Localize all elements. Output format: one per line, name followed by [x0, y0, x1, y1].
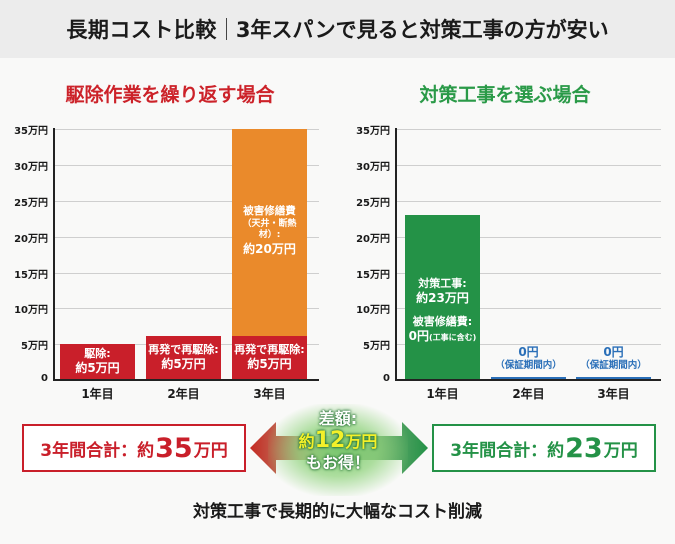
bar-year1-countermeasure: 対策工事: 約23万円 被害修繕費: 0円(工事に含む): [405, 215, 480, 380]
right-panel-title: 対策工事を選ぶ場合: [419, 84, 591, 106]
y-axis: [395, 128, 397, 381]
difference-unit: 万円: [345, 432, 378, 452]
bar-value: 約23万円: [416, 291, 469, 306]
y-tick: 10万円: [356, 305, 390, 316]
y-tick: 15万円: [14, 270, 48, 281]
bar-label: 再発で再駆除:: [234, 343, 305, 357]
bar-year3-repair: 被害修繕費 （天井・断熱材）: 約20万円: [232, 129, 307, 336]
difference-prefix: 約: [298, 432, 315, 452]
total-label: 3年間合計：約: [40, 440, 155, 461]
y-tick: 25万円: [356, 198, 390, 209]
total-label: 3年間合計：約: [450, 440, 565, 461]
bar-value: 0円(工事に含む): [409, 329, 477, 345]
total-unit: 万円: [193, 440, 228, 461]
left-panel-title: 駆除作業を繰り返す場合: [65, 84, 275, 106]
bar-note: (工事に含む): [429, 333, 477, 343]
bar-label: 被害修繕費:: [412, 314, 473, 328]
right-total-box: 3年間合計：約 23 万円: [432, 424, 656, 472]
y-tick: 35万円: [14, 126, 48, 137]
y-tick: 20万円: [14, 234, 48, 245]
y-tick: 15万円: [356, 270, 390, 281]
bar-year1: 駆除: 約5万円: [60, 344, 135, 380]
bar-note: （保証期間内）: [580, 360, 647, 371]
y-tick: 25万円: [14, 198, 48, 209]
total-number: 23: [565, 432, 603, 464]
total-number: 35: [155, 432, 193, 464]
gridline: [53, 165, 319, 166]
gridline: [395, 201, 661, 202]
page-subtitle: 3年スパンで見ると対策工事の方が安い: [235, 18, 609, 42]
bar-note: （保証期間内）: [495, 360, 562, 371]
y-tick: 0: [383, 373, 390, 384]
left-total-box: 3年間合計：約 35 万円: [22, 424, 246, 472]
bar-label: 再発で再駆除:: [148, 343, 219, 357]
x-label: 2年目: [512, 387, 545, 401]
y-tick: 0: [41, 373, 48, 384]
x-axis: [395, 379, 661, 381]
bar-year3: [576, 377, 651, 380]
bar-label: （天井・断熱材）:: [242, 218, 297, 241]
y-tick: 10万円: [14, 305, 48, 316]
total-unit: 万円: [603, 440, 638, 461]
x-label: 2年目: [167, 387, 200, 401]
gridline: [53, 273, 319, 274]
gridline: [53, 308, 319, 309]
bar-value: 約5万円: [247, 357, 292, 372]
left-chart: 35万円 30万円 25万円 20万円 15万円 10万円 5万円 0 駆除: …: [0, 0, 340, 410]
gridline: [395, 237, 661, 238]
gridline: [53, 201, 319, 202]
difference-suffix: もお得！: [305, 452, 370, 472]
gridline: [53, 237, 319, 238]
x-axis: [53, 379, 319, 381]
gridline: [395, 273, 661, 274]
bar-value: 0円: [518, 345, 539, 359]
x-label: 3年目: [253, 387, 286, 401]
y-tick: 20万円: [356, 234, 390, 245]
bar-value: 0円: [603, 345, 624, 359]
bar-value: 約20万円: [243, 242, 296, 257]
gridline: [395, 129, 661, 130]
gridline: [395, 308, 661, 309]
x-label: 1年目: [426, 387, 459, 401]
bar-year3-label: 0円 （保証期間内）: [576, 345, 651, 372]
page-title: 長期コスト比較: [66, 18, 217, 42]
title-divider: [225, 18, 227, 40]
x-label: 3年目: [597, 387, 630, 401]
y-tick: 30万円: [356, 162, 390, 173]
difference-callout: 差額: 約12万円 もお得！: [268, 409, 408, 472]
bar-value: 約5万円: [161, 357, 206, 372]
x-label: 1年目: [81, 387, 114, 401]
bar-label: 駆除:: [84, 347, 111, 361]
y-axis: [53, 128, 55, 381]
right-chart: 35万円 30万円 25万円 20万円 15万円 10万円 5万円 0 対策工事…: [356, 126, 661, 401]
bar-year3-removal: 再発で再駆除: 約5万円: [232, 336, 307, 380]
bar-year2: [491, 377, 566, 380]
y-tick: 35万円: [356, 126, 390, 137]
gridline: [395, 165, 661, 166]
gridline: [53, 129, 319, 130]
difference-amount: 約12万円: [268, 428, 408, 453]
bar-label: 対策工事:: [418, 277, 467, 290]
difference-number: 12: [314, 428, 346, 454]
bar-year2-label: 0円 （保証期間内）: [491, 345, 566, 372]
page-header: 長期コスト比較 3年スパンで見ると対策工事の方が安い: [0, 0, 675, 58]
difference-glow: [268, 404, 408, 496]
y-tick: 30万円: [14, 162, 48, 173]
bar-year2: 再発で再駆除: 約5万円: [146, 336, 221, 380]
bar-value: 約5万円: [75, 361, 120, 376]
difference-label: 差額:: [318, 409, 358, 428]
bar-value-number: 0円: [408, 329, 430, 344]
y-tick: 5万円: [363, 341, 390, 352]
gridline: [395, 344, 661, 345]
y-tick: 5万円: [21, 341, 48, 352]
footer-caption: 対策工事で長期的に大幅なコスト削減: [193, 502, 482, 522]
bar-label: 被害修繕費: [243, 205, 296, 217]
